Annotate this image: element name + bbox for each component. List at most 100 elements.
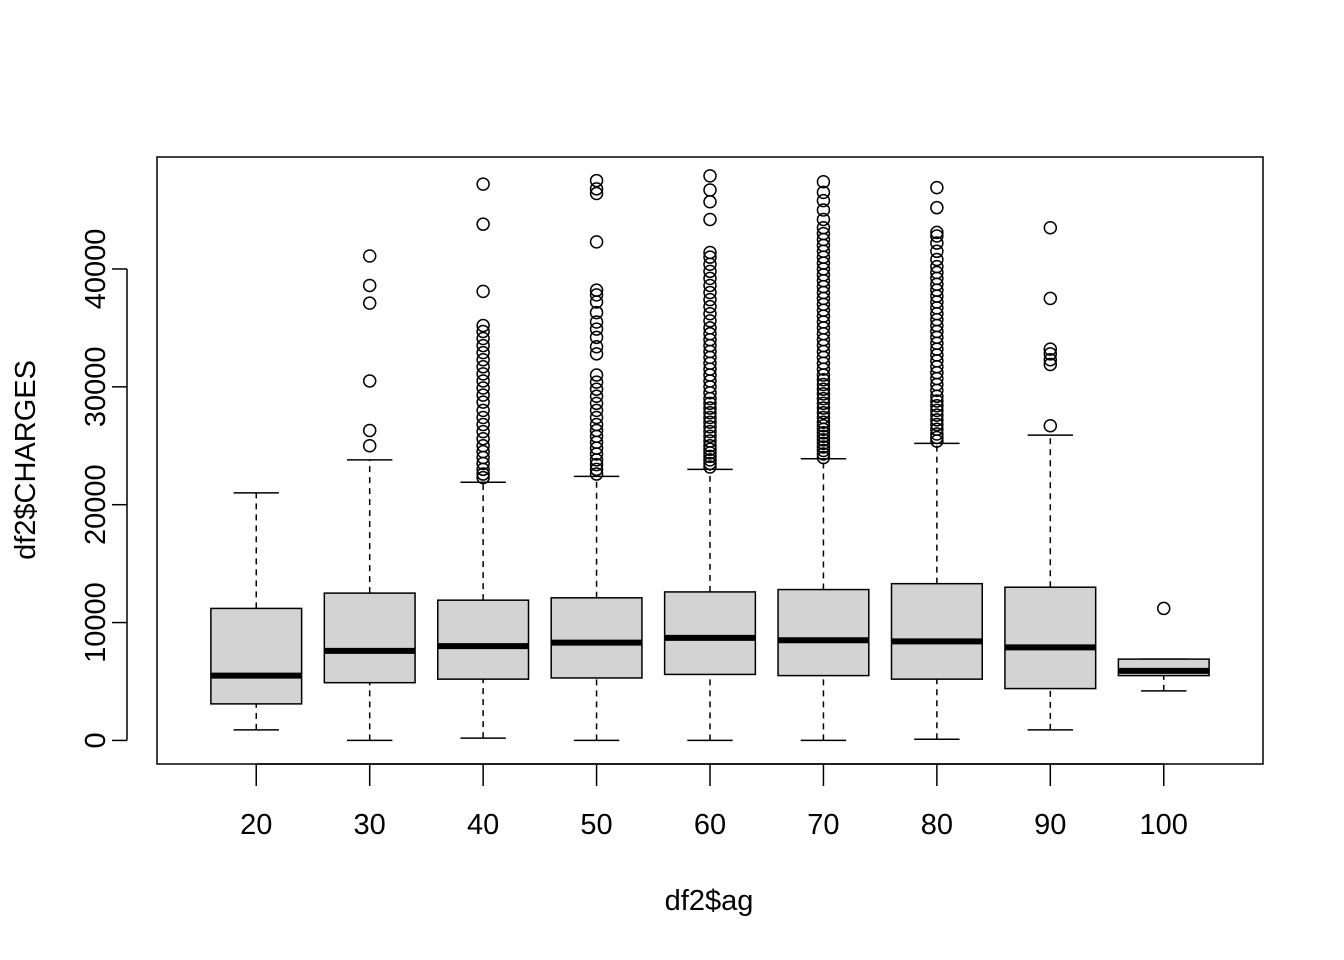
- outlier-point: [589, 340, 604, 354]
- iqr-box: [210, 607, 303, 705]
- y-axis: 0 10000 20000 30000 40000: [80, 229, 128, 748]
- outlier-point: [703, 449, 717, 464]
- outlier-point: [816, 175, 831, 189]
- outlier-point: [1043, 357, 1058, 372]
- outlier-point: [816, 401, 831, 415]
- outlier-point: [816, 373, 831, 387]
- iqr-box: [323, 592, 416, 684]
- outlier-point: [476, 352, 490, 367]
- outlier-point: [816, 426, 831, 440]
- outlier-point: [703, 442, 717, 457]
- outlier-point: [1043, 342, 1058, 356]
- outlier-point: [930, 200, 944, 215]
- outlier-point: [476, 367, 490, 381]
- box-group: [210, 492, 303, 731]
- outlier-point: [930, 244, 944, 259]
- outlier-point: [589, 467, 604, 481]
- outlier-point: [703, 401, 717, 415]
- x-axis-title: df2$ag: [665, 885, 754, 917]
- outlier-point: [930, 236, 944, 250]
- x-tick-label: 40: [467, 809, 499, 841]
- outlier-point: [703, 410, 717, 425]
- outlier-point: [1043, 291, 1058, 306]
- outlier-point: [703, 456, 717, 471]
- outlier-point: [816, 377, 831, 392]
- outlier-point: [589, 462, 604, 477]
- outlier-point: [589, 457, 604, 472]
- outlier-point: [930, 417, 944, 432]
- outlier-point: [1156, 601, 1171, 616]
- outlier-point: [930, 408, 944, 422]
- outlier-point: [703, 183, 717, 197]
- outlier-point: [476, 284, 490, 299]
- box-group: [777, 175, 870, 742]
- outlier-point: [476, 470, 490, 485]
- x-tick-label: 20: [240, 809, 272, 841]
- outlier-point: [589, 235, 604, 249]
- outlier-point: [476, 439, 490, 453]
- box-group: [1004, 220, 1097, 731]
- outlier-point: [589, 382, 604, 396]
- outlier-point: [703, 406, 717, 420]
- y-axis-title: df2$CHARGES: [10, 360, 42, 560]
- outlier-point: [816, 387, 831, 401]
- outlier-point: [476, 395, 490, 409]
- outlier-point: [703, 420, 717, 434]
- outlier-point: [589, 396, 604, 411]
- outlier-point: [362, 423, 377, 438]
- outlier-point: [476, 331, 490, 346]
- outlier-point: [930, 229, 944, 243]
- outlier-point: [589, 417, 604, 432]
- outlier-point: [476, 431, 490, 446]
- outlier-point: [1043, 347, 1058, 361]
- outlier-point: [703, 250, 717, 264]
- outlier-point: [703, 292, 717, 307]
- x-axis: 20 30 40 50 60 70 80 90 100: [240, 763, 1188, 841]
- iqr-box: [1004, 586, 1097, 690]
- outlier-point: [589, 375, 604, 389]
- outlier-point: [703, 285, 717, 300]
- outlier-point: [703, 264, 717, 279]
- outlier-point: [703, 271, 717, 286]
- outlier-point: [816, 436, 831, 451]
- outlier-point: [816, 226, 831, 241]
- outlier-point: [930, 430, 944, 445]
- outlier-point: [703, 415, 717, 429]
- outlier-point: [816, 410, 831, 425]
- outlier-point: [589, 403, 604, 418]
- outlier-point: [589, 322, 604, 336]
- outlier-point: [589, 368, 604, 382]
- iqr-box: [777, 588, 870, 677]
- outlier-point: [816, 396, 831, 411]
- outlier-point: [589, 173, 604, 188]
- y-tick-label: 30000: [80, 347, 112, 428]
- box-group: [323, 249, 416, 742]
- outlier-point: [476, 324, 490, 339]
- outlier-point: [816, 406, 831, 420]
- outlier-point: [703, 321, 717, 335]
- outlier-point: [703, 212, 717, 227]
- x-tick-label: 60: [694, 809, 726, 841]
- outlier-point: [816, 440, 831, 454]
- outlier-point: [703, 434, 717, 448]
- outlier-point: [703, 439, 717, 453]
- outlier-point: [476, 360, 490, 374]
- outlier-point: [476, 177, 490, 191]
- outlier-point: [930, 265, 944, 280]
- outlier-point: [930, 225, 944, 240]
- outlier-point: [816, 193, 831, 208]
- outlier-point: [930, 403, 944, 418]
- outlier-point: [930, 252, 944, 267]
- boxes-layer: [210, 169, 1210, 742]
- outlier-point: [476, 417, 490, 432]
- outlier-point: [816, 185, 831, 200]
- outlier-point: [589, 186, 604, 201]
- outlier-point: [816, 203, 831, 217]
- outlier-point: [930, 394, 944, 408]
- box-group: [663, 169, 757, 742]
- x-tick-label: 80: [921, 809, 953, 841]
- outlier-point: [589, 347, 604, 361]
